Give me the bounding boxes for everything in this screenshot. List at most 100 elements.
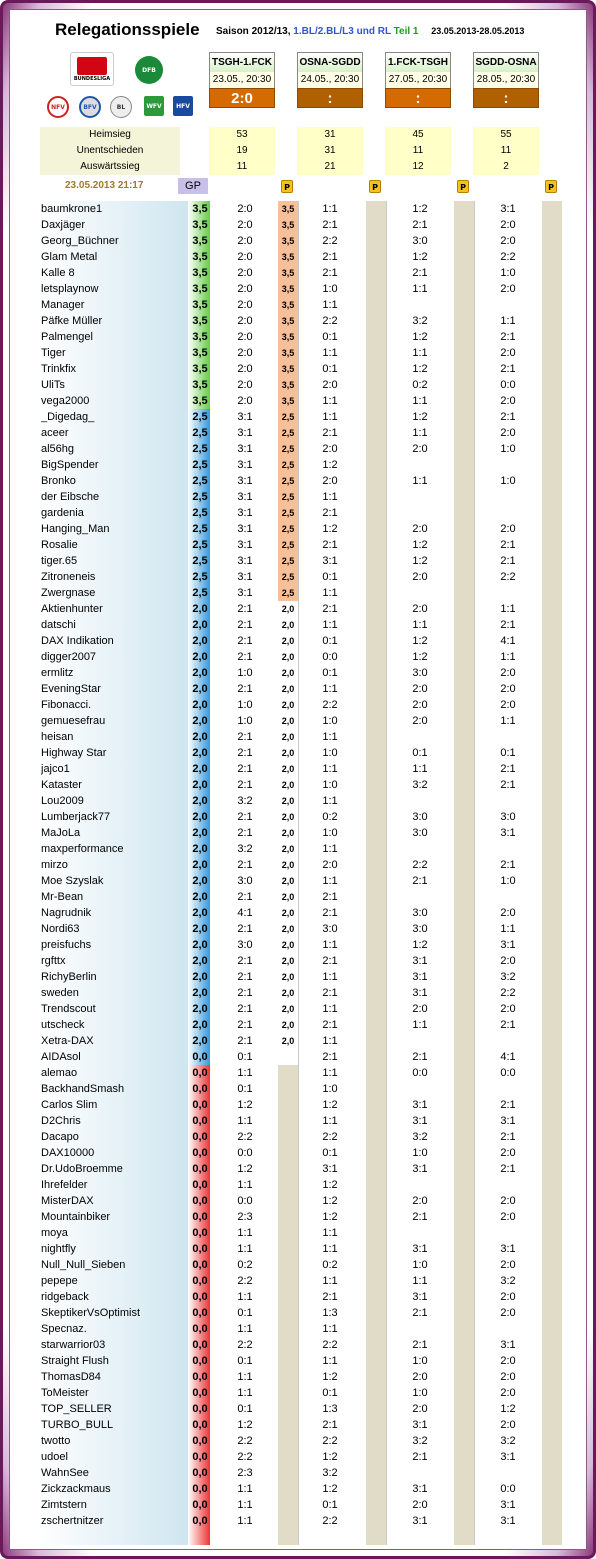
points: 2,0: [192, 763, 208, 775]
table-row: Nordi63 2,0 2:1 2,0 3:0 3:0 1:1: [38, 921, 558, 937]
player-name: tiger.65: [41, 555, 78, 567]
points: 0,0: [192, 1403, 208, 1415]
tip-match-3: 3:1: [412, 1291, 428, 1303]
table-row: Kalle 8 3,5 2:0 3,5 2:1 2:1 1:0: [38, 265, 558, 281]
tip-match-3: 2:0: [412, 443, 428, 455]
tip-match-2: 1:0: [322, 1083, 338, 1095]
points-match-1: 2,0: [281, 844, 295, 854]
points: 0,0: [192, 1371, 208, 1383]
points: 2,0: [192, 891, 208, 903]
points-match-1: 2,5: [281, 556, 295, 566]
tip-match-1: 2:1: [237, 747, 253, 759]
tip-match-1: 3:1: [237, 443, 253, 455]
points: 2,0: [192, 779, 208, 791]
stat-away: 11: [209, 159, 275, 175]
points-match-1: 2,5: [281, 460, 295, 470]
player-name: preisfuchs: [41, 939, 92, 951]
points: 3,5: [192, 395, 208, 407]
tip-match-1: 3:1: [237, 523, 253, 535]
points: 2,5: [192, 555, 208, 567]
table-row: _Digedag_ 2,5 3:1 2,5 1:1 1:2 2:1: [38, 409, 558, 425]
points: 2,0: [192, 715, 208, 727]
points: 3,5: [192, 235, 208, 247]
table-row: Dacapo 0,0 2:2 2:2 3:2 2:1: [38, 1129, 558, 1145]
player-name: heisan: [41, 731, 74, 743]
player-name: Georg_Büchner: [41, 235, 119, 247]
p1-bg-grey: [278, 1065, 298, 1545]
tip-match-1: 3:1: [237, 555, 253, 567]
table-row: Trinkfix 3,5 2:0 3,5 0:1 1:2 2:1: [38, 361, 558, 377]
points: 0,0: [192, 1275, 208, 1287]
player-name: Null_Null_Sieben: [41, 1259, 126, 1271]
stat-away: 12: [385, 159, 451, 175]
points: 2,5: [192, 459, 208, 471]
points: 2,0: [192, 1019, 208, 1031]
season-part: Teil 1: [393, 26, 419, 37]
points-match-1: 2,0: [281, 700, 295, 710]
tip-match-2: 1:2: [322, 1195, 338, 1207]
points-match-1: 2,5: [281, 492, 295, 502]
tip-match-4: 2:1: [500, 363, 516, 375]
tip-match-4: 2:0: [500, 1195, 516, 1207]
points: 0,0: [192, 1307, 208, 1319]
tip-match-4: 1:1: [500, 315, 516, 327]
tip-match-1: 1:1: [237, 1291, 253, 1303]
player-name: Lou2009: [41, 795, 84, 807]
tip-match-3: 3:2: [412, 1131, 428, 1143]
tip-match-1: 2:1: [237, 731, 253, 743]
tip-match-3: 1:0: [412, 1147, 428, 1159]
table-row: ermlitz 2,0 1:0 2,0 0:1 3:0 2:0: [38, 665, 558, 681]
tip-match-4: 2:0: [500, 955, 516, 967]
tip-match-2: 2:1: [322, 539, 338, 551]
tip-match-2: 1:1: [322, 299, 338, 311]
player-name: starwarrior03: [41, 1339, 106, 1351]
points: 0,0: [192, 1227, 208, 1239]
player-name: Mr-Bean: [41, 891, 84, 903]
points: 2,0: [192, 1035, 208, 1047]
tip-match-1: 1:0: [237, 699, 253, 711]
tip-match-3: 1:0: [412, 1259, 428, 1271]
points: 3,5: [192, 267, 208, 279]
tip-match-2: 2:1: [322, 219, 338, 231]
stat-draw: 11: [385, 143, 451, 159]
points-bg-green: [188, 201, 210, 409]
tip-match-1: 0:0: [237, 1147, 253, 1159]
player-name: gemuesefrau: [41, 715, 106, 727]
table-row: BigSpender 2,5 3:1 2,5 1:2: [38, 457, 558, 473]
p4-column-bg: [542, 201, 562, 1545]
player-name: aceer: [41, 427, 69, 439]
tip-match-2: 1:2: [322, 1451, 338, 1463]
table-row: zschertnitzer 0,0 1:1 2:2 3:1 3:1: [38, 1513, 558, 1529]
player-name: Dr.UdoBroemme: [41, 1163, 123, 1175]
points: 2,0: [192, 619, 208, 631]
bundesliga-logo: BUNDESLIGA: [70, 52, 114, 86]
points-match-1: 3,5: [281, 364, 295, 374]
tip-match-4: 1:1: [500, 923, 516, 935]
table-row: der Eibsche 2,5 3:1 2,5 1:1: [38, 489, 558, 505]
player-name: Lumberjack77: [41, 811, 111, 823]
col-separator: [474, 201, 475, 1545]
player-name: Highway Star: [41, 747, 107, 759]
tip-match-1: 2:0: [237, 235, 253, 247]
points-match-1: 2,0: [281, 1036, 295, 1046]
tip-match-4: 3:1: [500, 203, 516, 215]
player-name: baumkrone1: [41, 203, 103, 215]
points-match-1: 2,0: [281, 796, 295, 806]
tip-match-2: 0:1: [322, 363, 338, 375]
tip-match-4: 1:1: [500, 603, 516, 615]
player-name: twotto: [41, 1435, 71, 1447]
tip-match-4: 0:0: [500, 1483, 516, 1495]
tip-match-1: 0:1: [237, 1355, 253, 1367]
tip-match-4: 2:0: [500, 907, 516, 919]
tip-match-4: 1:1: [500, 651, 516, 663]
table-row: udoel 0,0 2:2 1:2 2:1 3:1: [38, 1449, 558, 1465]
content-panel: Relegationsspiele Saison 2012/13, 1.BL/2…: [9, 9, 587, 1550]
table-row: Tiger 3,5 2:0 3,5 1:1 1:1 2:0: [38, 345, 558, 361]
tip-match-3: 2:0: [412, 1403, 428, 1415]
tip-match-2: 1:1: [322, 939, 338, 951]
tip-match-4: 1:0: [500, 443, 516, 455]
tip-match-4: 3:1: [500, 827, 516, 839]
player-name: letsplaynow: [41, 283, 99, 295]
table-row: rgfttx 2,0 2:1 2,0 2:1 3:1 2:0: [38, 953, 558, 969]
tip-match-1: 0:0: [237, 1195, 253, 1207]
